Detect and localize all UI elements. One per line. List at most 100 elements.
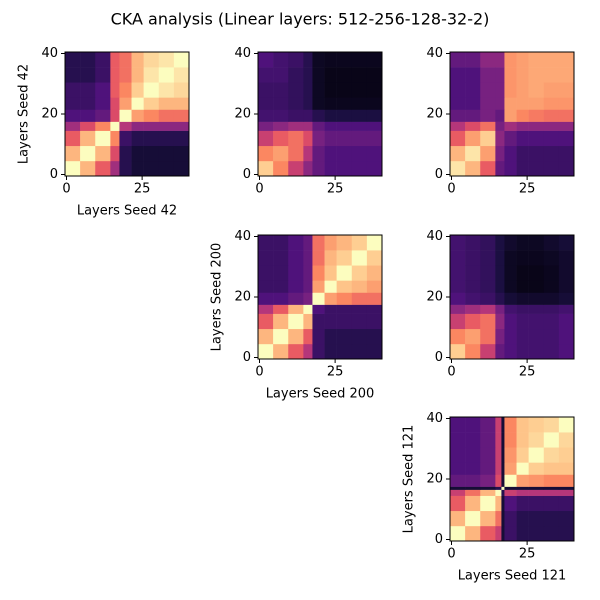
heatmap-cell: [258, 109, 274, 122]
heatmap-cell: [543, 97, 560, 110]
heatmap-cell: [558, 525, 575, 542]
heatmap-cell: [143, 109, 160, 122]
heatmap-cell: [336, 160, 353, 177]
heatmap-cell: [95, 145, 111, 162]
heatmap-cell: [95, 109, 111, 122]
heatmap-cell: [480, 130, 496, 147]
heatmap-cell: [558, 265, 575, 281]
heatmap-cell: [324, 67, 337, 83]
y-tick-label: 0: [50, 167, 58, 182]
heatmap-cell: [312, 160, 325, 177]
heatmap-cell: [480, 250, 496, 266]
heatmap-cell: [143, 82, 160, 98]
heatmap-cell: [504, 130, 517, 147]
heatmap-cell: [351, 97, 368, 110]
x-axis-label: Layers Seed 121: [458, 569, 567, 584]
heatmap-cell: [351, 313, 368, 330]
heatmap-cell: [480, 109, 496, 122]
heatmap-cell: [258, 67, 274, 83]
heatmap-cell: [336, 280, 353, 293]
heatmap-cell: [480, 525, 496, 542]
heatmap-cell: [480, 82, 496, 98]
heatmap-cell: [303, 145, 313, 162]
heatmap-cell: [158, 145, 175, 162]
heatmap-cell: [173, 67, 190, 83]
heatmap-cell: [558, 250, 575, 266]
heatmap-cell: [504, 109, 517, 122]
heatmap-cell: [501, 432, 505, 448]
heatmap-cell: [528, 447, 545, 463]
heatmap-cell: [516, 313, 529, 330]
heatmap-cell: [543, 328, 560, 345]
heatmap-cell: [131, 52, 144, 68]
heatmap-cell: [504, 235, 517, 251]
heatmap-cell: [131, 109, 144, 122]
heatmap-cell: [516, 235, 529, 251]
heatmap-cell: [288, 121, 304, 131]
heatmap-cell: [351, 145, 368, 162]
heatmap-cell: [504, 121, 517, 131]
heatmap-cell: [480, 495, 496, 512]
heatmap-cell: [80, 52, 96, 68]
heatmap-cell: [504, 250, 517, 266]
heatmap-cell: [504, 447, 517, 463]
heatmap-cell: [516, 343, 529, 360]
heatmap-cell: [450, 82, 466, 98]
heatmap-cell: [450, 313, 466, 330]
heatmap-cell: [501, 447, 505, 463]
heatmap-cell: [558, 97, 575, 110]
heatmap-cell: [480, 447, 496, 463]
heatmap-cell: [158, 121, 175, 131]
heatmap-cell: [465, 265, 481, 281]
heatmap-cell: [495, 417, 502, 433]
x-tick-label: 0: [255, 365, 263, 380]
heatmap-cell: [450, 235, 466, 251]
heatmap-cell: [558, 447, 575, 463]
heatmap-cell: [288, 52, 304, 68]
heatmap-cell: [324, 292, 337, 305]
heatmap-cell: [480, 52, 496, 68]
y-tick-label: 0: [435, 532, 443, 547]
heatmap-cell: [366, 67, 383, 83]
x-tick-label: 25: [519, 182, 536, 197]
heatmap-cell: [504, 265, 517, 281]
heatmap-cell: [516, 510, 529, 527]
heatmap-cell: [336, 82, 353, 98]
heatmap-cell: [558, 343, 575, 360]
heatmap-cell: [110, 130, 120, 147]
heatmap-cell: [516, 462, 529, 475]
heatmap-cell: [158, 52, 175, 68]
heatmap-cell: [495, 109, 505, 122]
heatmap-cell: [516, 328, 529, 345]
heatmap-cell: [543, 447, 560, 463]
heatmap-cell: [143, 121, 160, 131]
y-tick-label: 40: [234, 229, 251, 244]
heatmap-cell: [80, 121, 96, 131]
heatmap-cell: [119, 97, 132, 110]
heatmap-cell: [543, 121, 560, 131]
heatmap-cell: [324, 313, 337, 330]
heatmap-cell: [110, 121, 120, 131]
heatmap-cell: [558, 109, 575, 122]
x-tick-label: 0: [447, 182, 455, 197]
heatmap-cell: [543, 486, 560, 490]
heatmap-cell: [528, 52, 545, 68]
heatmap-cell: [336, 313, 353, 330]
heatmap-cell: [336, 265, 353, 281]
heatmap-cell: [143, 160, 160, 177]
heatmap-cell: [80, 109, 96, 122]
heatmap-cell: [143, 67, 160, 83]
heatmap-cell: [65, 52, 81, 68]
heatmap-cell: [366, 280, 383, 293]
heatmap-cell: [528, 97, 545, 110]
heatmap-cell: [131, 130, 144, 147]
heatmap-cell: [65, 145, 81, 162]
heatmap-cell: [324, 235, 337, 251]
heatmap-cell: [258, 235, 274, 251]
heatmap-cell: [465, 474, 481, 487]
y-tick-label: 20: [426, 472, 443, 487]
heatmap-cell: [288, 67, 304, 83]
heatmap-cell: [158, 82, 175, 98]
heatmap-cell: [366, 52, 383, 68]
heatmap-cell: [495, 462, 502, 475]
